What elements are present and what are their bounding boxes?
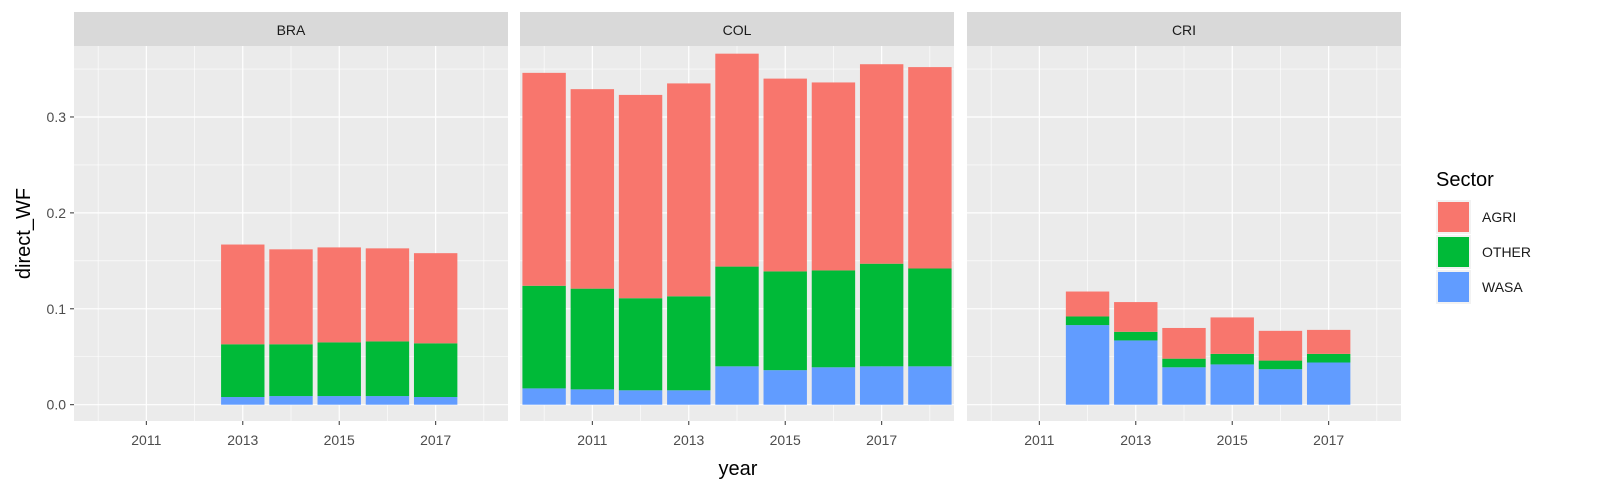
bar-col-2016-wasa xyxy=(811,367,856,405)
facet-strip-bra xyxy=(74,12,508,46)
x-tick-label: 2013 xyxy=(227,432,258,448)
legend-entry-label: OTHER xyxy=(1482,244,1531,260)
bar-col-2018-agri xyxy=(908,67,952,269)
bar-cri-2017-agri xyxy=(1306,329,1351,354)
bar-bra-2013-other xyxy=(221,344,265,398)
x-tick-label: 2015 xyxy=(324,432,355,448)
legend-entry-label: AGRI xyxy=(1482,209,1516,225)
bar-cri-2013-agri xyxy=(1114,302,1158,332)
bar-cri-2012-other xyxy=(1065,316,1110,326)
bar-col-2014-wasa xyxy=(715,366,759,405)
x-tick-label: 2011 xyxy=(1024,432,1054,448)
bar-cri-2016-other xyxy=(1258,360,1303,370)
y-tick-label: 0.1 xyxy=(47,301,67,317)
x-tick-label: 2013 xyxy=(1120,432,1151,448)
bar-bra-2016-wasa xyxy=(365,396,410,405)
x-axis-title: year xyxy=(719,458,758,480)
bar-col-2016-other xyxy=(811,270,856,368)
bar-cri-2014-wasa xyxy=(1162,367,1206,405)
bar-col-2014-other xyxy=(715,266,759,367)
x-tick-label: 2011 xyxy=(131,432,161,448)
x-tick-label: 2015 xyxy=(770,432,801,448)
bar-bra-2013-agri xyxy=(221,244,265,345)
facet-strip-cri xyxy=(967,12,1401,46)
bar-bra-2015-other xyxy=(317,342,361,397)
bar-bra-2016-agri xyxy=(365,248,410,342)
bar-bra-2017-wasa xyxy=(413,397,458,405)
bar-col-2013-agri xyxy=(667,83,711,297)
y-tick-label: 0.3 xyxy=(47,109,67,125)
bar-col-2013-wasa xyxy=(667,390,711,405)
bar-cri-2013-other xyxy=(1114,331,1158,341)
bar-cri-2012-agri xyxy=(1065,291,1110,317)
bar-col-2016-agri xyxy=(811,82,856,271)
bar-cri-2012-wasa xyxy=(1065,325,1110,405)
x-tick-label: 2017 xyxy=(866,432,897,448)
bar-col-2017-wasa xyxy=(859,366,904,405)
bar-cri-2017-other xyxy=(1306,353,1351,363)
y-axis-title: direct_WF xyxy=(13,188,35,279)
facet-strip-label: BRA xyxy=(277,22,306,38)
facet-strip-label: COL xyxy=(723,22,752,38)
bar-col-2015-agri xyxy=(763,78,807,272)
bar-bra-2015-agri xyxy=(317,247,361,343)
x-tick-label: 2011 xyxy=(577,432,607,448)
bar-col-2010-wasa xyxy=(522,388,566,405)
bar-col-2013-other xyxy=(667,296,711,391)
x-tick-label: 2015 xyxy=(1217,432,1248,448)
bar-cri-2017-wasa xyxy=(1306,362,1351,405)
bar-cri-2014-other xyxy=(1162,358,1206,368)
bar-col-2015-wasa xyxy=(763,370,807,405)
bar-col-2017-agri xyxy=(859,64,904,264)
bar-col-2018-wasa xyxy=(908,366,952,405)
x-tick-label: 2017 xyxy=(1313,432,1344,448)
bar-bra-2017-other xyxy=(413,343,458,398)
y-tick-label: 0.0 xyxy=(47,397,67,413)
bar-col-2015-other xyxy=(763,271,807,371)
bar-col-2012-agri xyxy=(618,94,663,299)
legend-swatch-other xyxy=(1438,237,1469,267)
bar-bra-2017-agri xyxy=(413,253,458,344)
legend-entry-label: WASA xyxy=(1482,279,1523,295)
legend-swatch-wasa xyxy=(1438,272,1469,302)
bar-cri-2013-wasa xyxy=(1114,340,1158,405)
bar-cri-2015-other xyxy=(1210,353,1254,365)
facet-strip-label: CRI xyxy=(1172,22,1196,38)
bar-cri-2016-wasa xyxy=(1258,369,1303,405)
bar-col-2012-other xyxy=(618,298,663,391)
bar-col-2011-agri xyxy=(570,89,615,289)
x-tick-label: 2017 xyxy=(420,432,451,448)
facet-strip-col xyxy=(520,12,954,46)
bar-col-2010-agri xyxy=(522,72,566,286)
bar-col-2010-other xyxy=(522,285,566,389)
bar-cri-2015-agri xyxy=(1210,317,1254,354)
y-tick-label: 0.2 xyxy=(47,205,67,221)
bar-col-2012-wasa xyxy=(618,390,663,405)
legend-title: Sector xyxy=(1436,169,1494,191)
legend-swatch-agri xyxy=(1438,202,1469,232)
bar-bra-2016-other xyxy=(365,341,410,397)
bar-bra-2015-wasa xyxy=(317,396,361,405)
bar-bra-2014-other xyxy=(269,344,313,397)
bar-bra-2013-wasa xyxy=(221,397,265,405)
bar-cri-2014-agri xyxy=(1162,327,1206,359)
bar-col-2017-other xyxy=(859,263,904,367)
x-tick-label: 2013 xyxy=(673,432,704,448)
bar-bra-2014-agri xyxy=(269,249,313,345)
bar-col-2018-other xyxy=(908,268,952,367)
bar-col-2014-agri xyxy=(715,53,759,267)
bar-bra-2014-wasa xyxy=(269,396,313,405)
bar-col-2011-wasa xyxy=(570,389,615,405)
bar-cri-2016-agri xyxy=(1258,330,1303,361)
bar-cri-2015-wasa xyxy=(1210,364,1254,405)
bar-col-2011-other xyxy=(570,288,615,390)
